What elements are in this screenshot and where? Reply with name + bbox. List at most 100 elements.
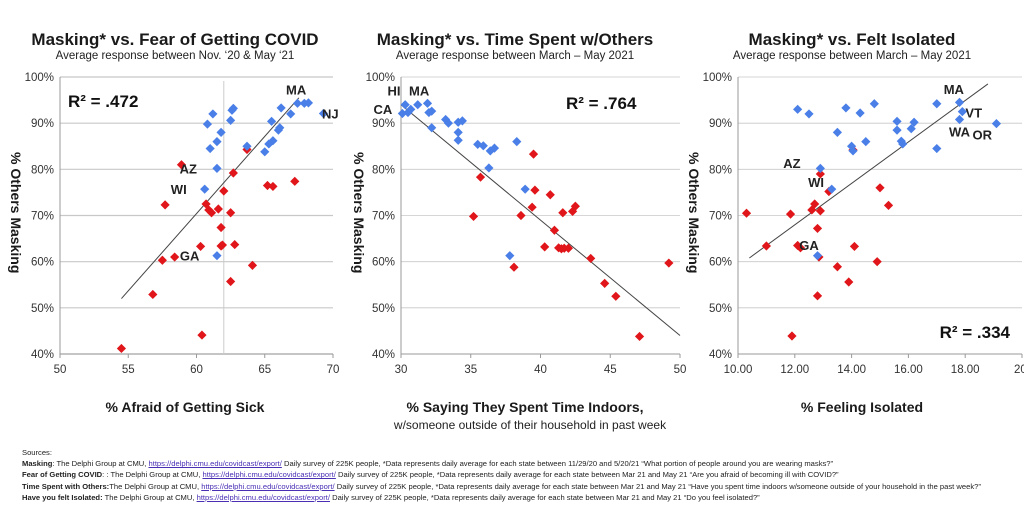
high-masking-point [212,137,222,147]
high-masking-point [520,184,530,194]
high-masking-point [260,147,270,157]
low-masking-point [226,208,236,218]
state-label: WI [171,182,187,197]
state-label: WI [808,175,824,190]
low-masking-point [475,172,486,182]
high-masking-point [422,98,433,108]
y-tick-label: 50% [372,303,395,315]
high-masking-point [512,137,522,147]
x-tick-label: 50 [674,364,687,376]
chart-title: Masking* vs. Felt Isolated [748,30,956,49]
high-masking-point [205,143,215,154]
x-tick-label: 35 [464,364,477,376]
r-squared-label: R² = .334 [940,323,1011,342]
high-masking-point [264,139,274,149]
state-label: NJ [322,106,339,121]
x-tick-label: 50 [54,364,67,376]
low-masking-point [741,208,752,218]
high-masking-point [457,116,467,126]
x-tick-label: 65 [258,364,271,376]
source-label: Have you felt Isolated: [22,492,103,502]
y-tick-label: 60% [372,257,395,269]
x-tick-label: 45 [604,364,617,376]
low-masking-point [527,202,537,212]
state-label: MA [944,82,965,97]
source-link[interactable]: https://delphi.cmu.edu/covidcast/export/ [201,481,335,491]
trendline [749,83,989,259]
source-description: Daily survey of 225K people, *Data repre… [334,481,981,491]
y-tick-label: 80% [709,164,732,176]
high-masking-point [478,141,488,151]
source-label: Fear of Getting COVID [22,470,103,480]
high-masking-point [292,98,303,108]
chart-subtitle: Average response between Nov. ‘20 & May … [55,50,295,62]
state-label: CA [373,102,392,117]
high-masking-point [286,109,296,119]
high-masking-point [841,103,851,113]
low-masking-point [634,331,645,342]
y-tick-label: 40% [31,349,54,361]
low-masking-point [600,278,610,288]
high-masking-point [505,251,515,261]
low-masking-point [116,343,127,354]
high-masking-point [453,135,463,145]
low-masking-point [157,255,167,265]
high-masking-point [892,116,902,126]
low-masking-point [812,223,823,234]
source-link[interactable]: https://delphi.cmu.edu/covidcast/export/ [196,492,330,502]
y-tick-label: 50% [709,303,732,315]
y-tick-label: 50% [31,303,54,315]
source-description: Daily survey of 225K people, *Data repre… [329,492,760,502]
high-masking-point [861,137,871,147]
x-axis-sublabel: w/someone outside of their household in … [393,418,667,432]
source-link[interactable]: https://delphi.cmu.edu/covidcast/export/ [148,459,282,469]
state-label: MA [286,82,307,97]
state-label: GA [180,249,200,264]
high-masking-point [242,141,252,151]
x-axis-label: % Saying They Spent Time Indoors, [406,399,644,415]
high-masking-point [869,99,879,109]
source-line: Fear of Getting COVID: : The Delphi Grou… [22,469,1022,480]
x-tick-label: 10.00 [724,364,753,376]
high-masking-point [275,123,285,133]
low-masking-point [558,208,568,218]
low-masking-point [213,204,223,214]
x-tick-label: 60 [190,364,203,376]
high-masking-point [991,119,1002,129]
scatter-plot: 40% 50% 60% 70% 80% 90% 100% 50 55 60 65 70 MA NJ AZ WI… [25,72,340,376]
chart-time-spent-with-others: Masking* vs. Time Spent w/Others Average… [345,0,687,440]
source-line: Masking: The Delphi Group at CMU, https:… [22,458,1022,469]
y-tick-label: 80% [31,164,54,176]
state-label: MA [409,83,430,98]
y-tick-label: 90% [709,118,732,130]
low-masking-point [216,222,226,233]
high-masking-point [276,103,286,113]
y-tick-label: 60% [709,257,732,269]
source-link[interactable]: https://delphi.cmu.edu/covidcast/export/ [202,470,336,480]
low-masking-point [844,277,854,287]
source-description: Daily survey of 225K people, *Data repre… [335,470,839,480]
high-masking-point [793,104,803,114]
low-masking-point [664,258,674,268]
high-masking-point [200,184,210,194]
x-tick-label: 18.00 [951,364,980,376]
high-masking-point [954,97,965,107]
low-masking-point [160,200,170,210]
y-tick-label: 100% [25,72,54,84]
high-masking-point [957,107,967,117]
high-masking-point [427,123,437,133]
low-masking-point [812,291,823,301]
low-masking-point [176,160,187,170]
low-masking-point [226,276,236,287]
r-squared-label: R² = .764 [566,94,637,113]
high-masking-point [453,127,463,137]
low-masking-point [170,252,180,262]
high-masking-point [892,125,902,135]
low-masking-point [148,289,158,300]
high-masking-point [212,163,222,174]
sources-footnote: Sources: Masking: The Delphi Group at CM… [22,447,1022,503]
low-masking-point [815,169,825,179]
x-tick-label: 14.00 [837,364,866,376]
high-masking-point [413,100,423,110]
low-masking-point [528,149,539,159]
